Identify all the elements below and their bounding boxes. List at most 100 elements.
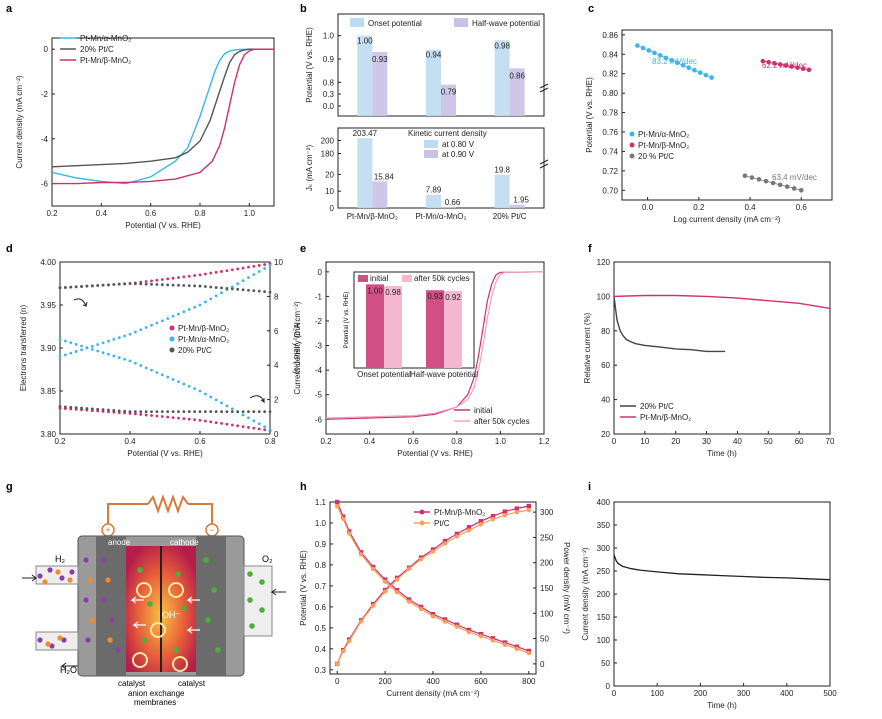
panel-h-polarization-line: [336, 505, 529, 654]
panel-d-n-point: [128, 359, 132, 363]
panel-h-power-point: [466, 528, 472, 533]
panel-d-n-point: [214, 286, 218, 289]
panel-d-n-point: [150, 368, 153, 372]
panel-h-power-point: [430, 549, 436, 554]
panel-b-top-ytick-label: 0.9: [323, 55, 335, 64]
panel-f-ylabel: Relative current (%): [583, 312, 592, 383]
panel-e-inset-bar: [444, 291, 462, 368]
panel-d-h2o2-point: [74, 350, 78, 353]
panel-b-bottom-bar-label: 203.47: [353, 129, 378, 138]
catalyst-particle: [168, 582, 184, 598]
panel-d-h2o2-point: [139, 410, 143, 414]
panel-b-bottom-bar-label: 15.84: [374, 172, 395, 181]
panel-f-ytick-label: 40: [601, 396, 610, 405]
panel-c-point: [709, 75, 714, 80]
panel-c-legend-marker: [629, 131, 635, 137]
panel-letter-i: i: [588, 481, 591, 493]
panel-f-xtick-label: 40: [733, 437, 742, 446]
panel-d-n-point: [144, 282, 148, 286]
anode-plate: [96, 536, 126, 676]
panel-h-power-point: [442, 538, 448, 544]
panel-d-n-point: [203, 272, 207, 276]
panel-e-inset-bar-label: 0.93: [427, 292, 443, 301]
panel-d-right-ytick-label: 4: [274, 361, 279, 370]
panel-h-power-point: [502, 512, 508, 518]
panel-d-legend-marker: [169, 336, 175, 342]
panel-d-h2o2-point: [107, 408, 110, 412]
panel-d-h2o2-point: [85, 407, 89, 410]
panel-e-legend-item-label: after 50k cycles: [474, 417, 530, 426]
panel-f-ytick-label: 20: [601, 430, 610, 439]
panel-d-legend-marker: [169, 347, 175, 353]
panel-h-power-point: [346, 638, 352, 644]
panel-d-n-point: [171, 283, 175, 287]
cathode-plate: [196, 536, 226, 676]
panel-f-xtick-label: 30: [702, 437, 711, 446]
h2-molecule-dot: [37, 637, 43, 643]
panel-d-h2o2-point: [257, 410, 261, 414]
panel-b-bottom-bar: [441, 206, 456, 208]
panel-c-ylabel: Potential (V vs. RHE): [585, 77, 594, 153]
panel-d-n-point: [90, 347, 94, 351]
panel-d-h2o2-point: [203, 419, 207, 423]
panel-d-h2o2-point: [263, 267, 267, 270]
h2-molecule-dot: [85, 637, 91, 643]
panel-a-xtick-label: 0.4: [96, 209, 108, 218]
panel-h-power-point: [382, 589, 388, 594]
panel-d-h2o2-point: [155, 321, 159, 325]
panel-b-bottom-bar-label: 7.89: [426, 186, 442, 195]
panel-h-polarization-point: [442, 619, 448, 624]
panel-d-h2o2-point: [69, 405, 73, 409]
panel-d-xtick-label: 0.2: [54, 437, 66, 446]
panel-d-n-point: [236, 287, 240, 291]
panel-h-right-ytick-label: 300: [540, 508, 554, 517]
panel-d-n-point: [241, 288, 245, 292]
oh-label: OH⁻: [162, 610, 181, 620]
panel-c-ytick-label: 0.72: [602, 167, 618, 176]
panel-d-h2o2-point: [177, 410, 180, 414]
panel-a-xtick-label: 0.8: [194, 209, 206, 218]
panel-d-h2o2-point: [150, 323, 153, 327]
panel-d-n-point: [220, 270, 223, 273]
o2-label: O₂: [262, 554, 273, 564]
panel-c-xtick-label: 0.2: [693, 203, 705, 212]
panel-d-n-point: [252, 419, 256, 423]
panel-letter-h: h: [300, 481, 307, 493]
panel-d-n-point: [74, 285, 78, 289]
panel-d-n-point: [171, 378, 175, 381]
panel-i-xtick-label: 300: [737, 689, 751, 698]
anode-label: anode: [108, 538, 131, 547]
panel-d-h2o2-point: [268, 410, 272, 414]
panel-h-power-point: [340, 649, 346, 654]
molecule-dots: [22, 557, 286, 672]
panel-b-bottom-ylabel: Jₖ (mA cm⁻²): [305, 145, 314, 192]
panel-d-n-point: [80, 285, 83, 288]
panel-b-bottom-title: Kinetic current density: [408, 129, 487, 138]
panel-h-right-ylabel: Power density (mW cm⁻²): [562, 542, 571, 634]
panel-h-xtick-label: 400: [426, 677, 440, 686]
catalyst-left-label: catalyst: [118, 679, 146, 688]
panel-b-legend-label: Half-wave potential: [472, 19, 540, 28]
panel-f-xtick-label: 70: [826, 437, 835, 446]
oh-flow-arrow-icon: [186, 596, 200, 604]
panel-d-n-point: [171, 276, 175, 280]
panel-b-bottom-ytick-label: 10: [325, 187, 334, 196]
panel-d-h2o2-point: [80, 348, 83, 352]
panel-d-h2o2-point: [187, 410, 191, 414]
panel-d-n-point: [225, 269, 229, 272]
panel-b-legend-swatch: [454, 18, 468, 27]
panel-e-inset-legend-label: after 50k cycles: [414, 274, 470, 283]
panel-f-legend-item-label: Pt-Mn/β-MnO₂: [640, 413, 691, 422]
panel-c-ytick-label: 0.80: [602, 89, 618, 98]
panel-f-ytick-label: 100: [597, 292, 611, 301]
panel-h-polarization-point: [466, 629, 472, 635]
panel-c-ytick-label: 0.84: [602, 50, 618, 59]
panel-e-inset-bar-label: 1.00: [367, 286, 383, 295]
panel-d-n-point: [225, 286, 229, 290]
panel-d-n-point: [220, 401, 223, 405]
panel-a-ytick-label: -4: [41, 135, 49, 144]
h2-molecule-dot: [101, 557, 107, 563]
panel-h-polarization-point: [418, 606, 424, 612]
panel-h-power-point: [478, 519, 484, 524]
panel-d-right-axis-arrow-icon: [249, 395, 266, 404]
